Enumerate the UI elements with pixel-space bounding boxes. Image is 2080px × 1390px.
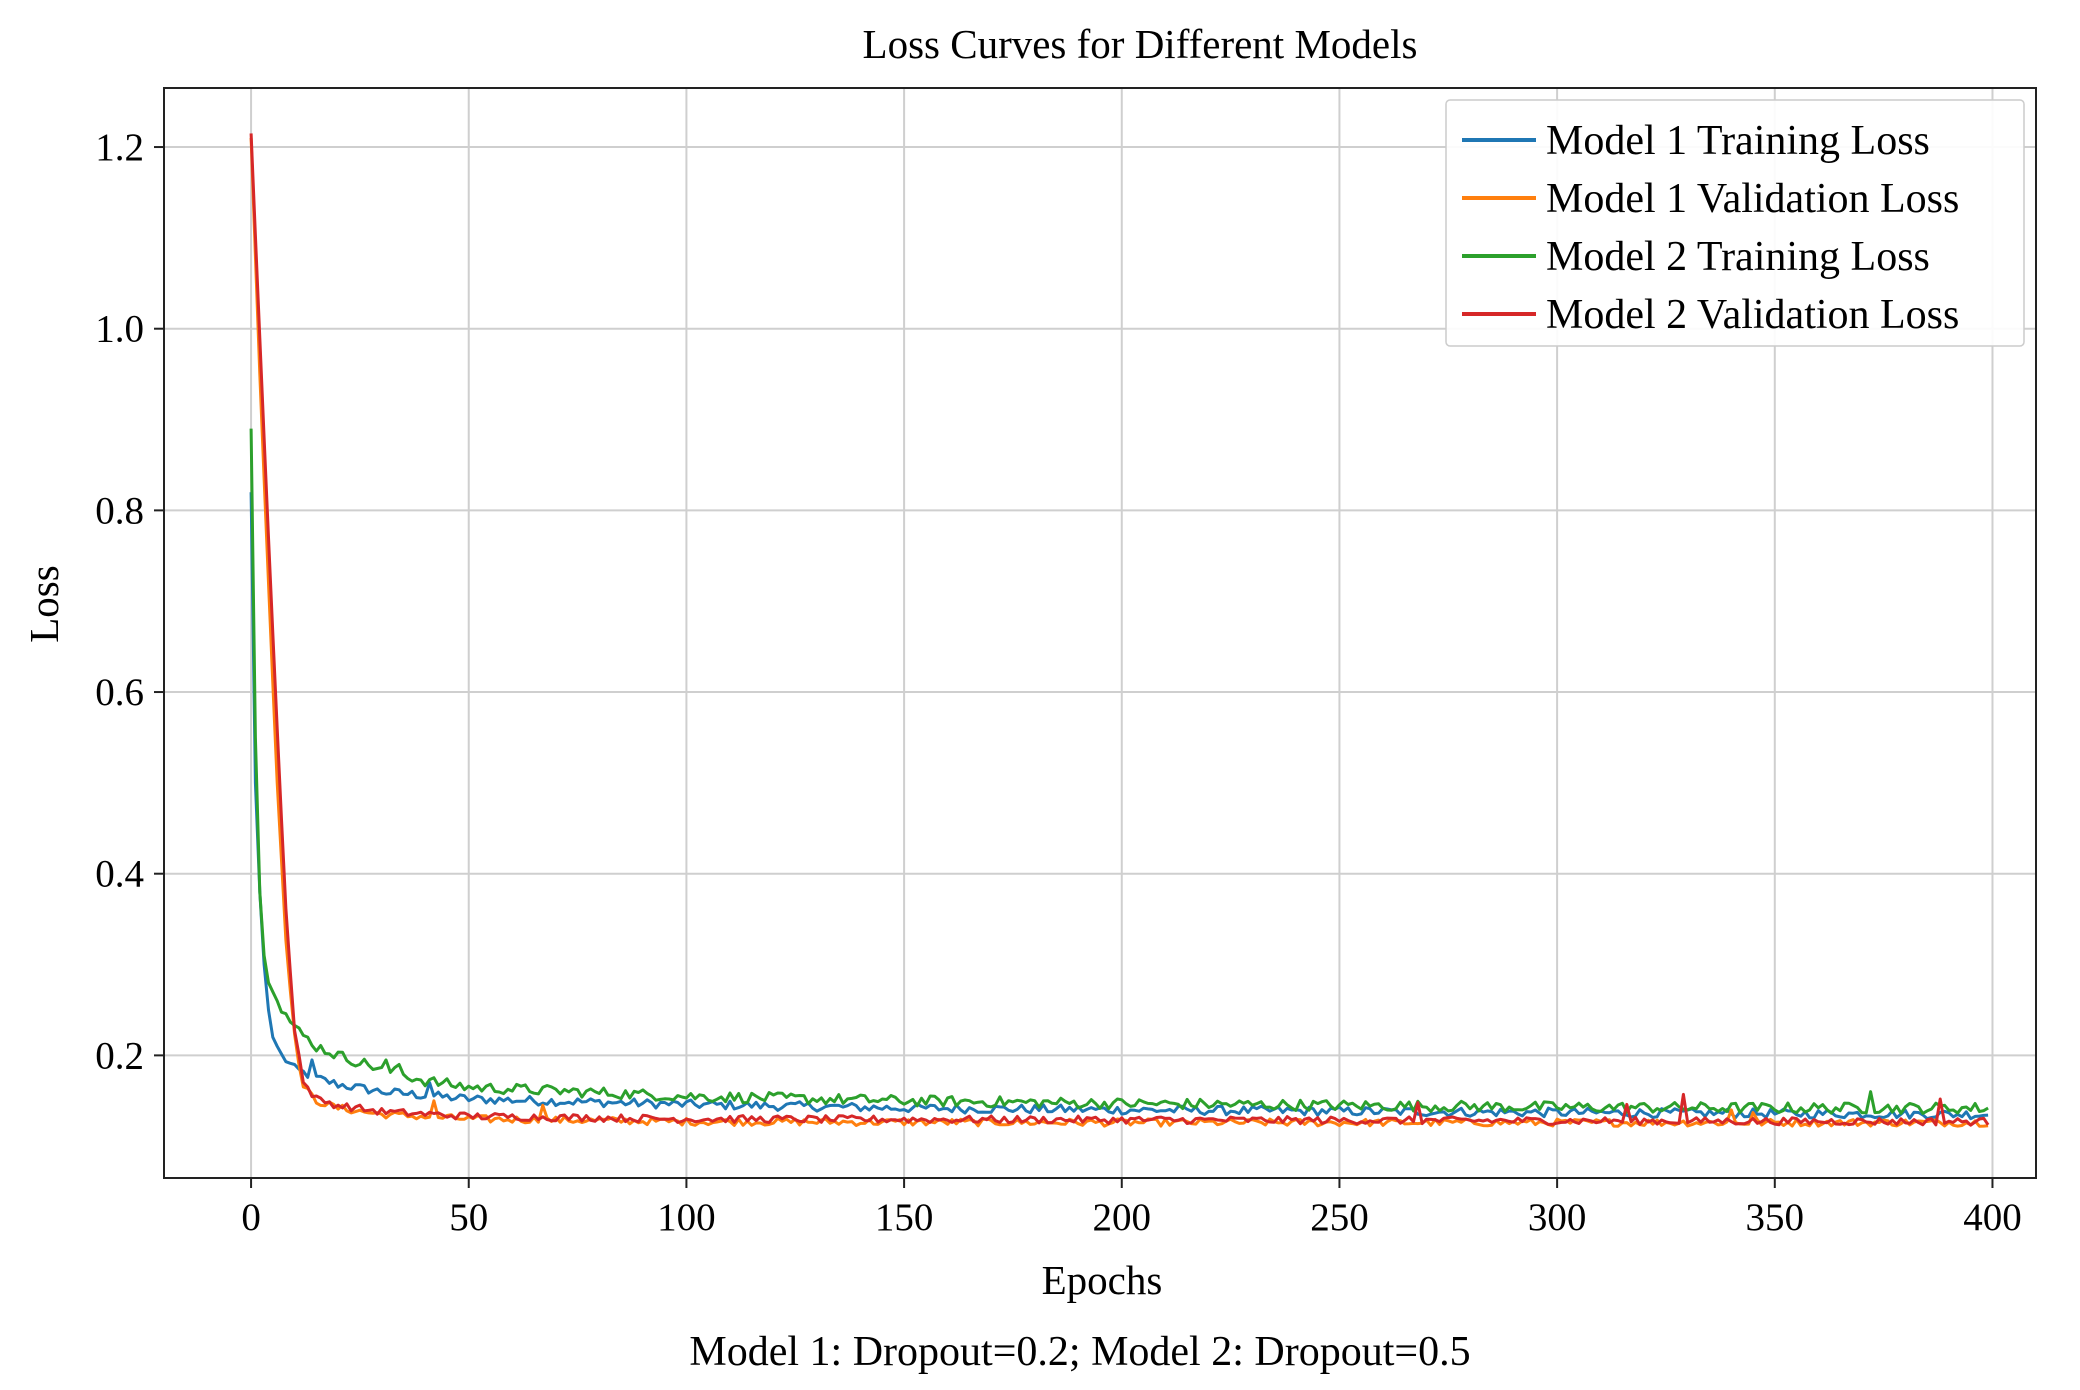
- x-axis-ticks: 0 50 100 150 200 250 300 350 400: [241, 1178, 2022, 1239]
- series-line-3: [249, 428, 1989, 1115]
- y-tick-label: 0.6: [95, 671, 144, 714]
- legend: Model 1 Training Loss Model 1 Validation …: [1445, 99, 2025, 347]
- legend-box: [1445, 99, 2025, 347]
- legend-label-4: Model 2 Validation Loss: [1546, 292, 1959, 338]
- y-tick-label: 1.0: [95, 308, 144, 351]
- y-tick-label: 1.2: [95, 126, 144, 169]
- legend-label-3: Model 2 Training Loss: [1546, 234, 1930, 280]
- x-tick-label: 300: [1528, 1196, 1587, 1239]
- x-tick-label: 150: [875, 1196, 934, 1239]
- series-line-1: [249, 492, 1989, 1121]
- legend-label-2: Model 1 Validation Loss: [1546, 176, 1959, 222]
- chart-title: Loss Curves for Different Models: [863, 21, 1418, 67]
- y-axis-ticks: 0.2 0.4 0.6 0.8 1.0 1.2: [95, 126, 164, 1077]
- x-tick-label: 250: [1310, 1196, 1369, 1239]
- x-tick-label: 400: [1963, 1196, 2022, 1239]
- x-tick-label: 50: [449, 1196, 488, 1239]
- x-tick-label: 200: [1093, 1196, 1152, 1239]
- series-lines: [249, 133, 1990, 1128]
- series-line-4: [249, 133, 1990, 1127]
- y-axis-label: Loss: [21, 565, 67, 642]
- legend-label-1: Model 1 Training Loss: [1546, 118, 1930, 164]
- x-axis-label: Epochs: [1042, 1257, 1163, 1303]
- x-tick-label: 0: [241, 1196, 261, 1239]
- y-tick-label: 0.4: [95, 853, 144, 896]
- y-tick-label: 0.8: [95, 489, 144, 532]
- figure-caption: Model 1: Dropout=0.2; Model 2: Dropout=0…: [689, 1329, 1470, 1375]
- x-tick-label: 350: [1746, 1196, 1805, 1239]
- y-tick-label: 0.2: [95, 1034, 144, 1077]
- plot-frame: [163, 87, 2037, 1179]
- x-tick-label: 100: [657, 1196, 716, 1239]
